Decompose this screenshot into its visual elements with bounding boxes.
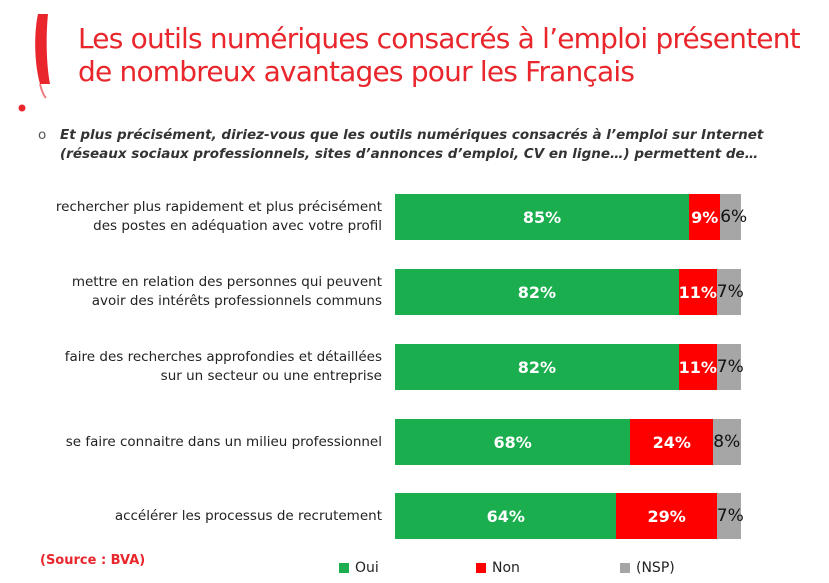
data-label: 64% <box>486 506 525 526</box>
data-label: 82% <box>517 357 556 377</box>
stacked-bar: 82% 11% 7% <box>395 344 744 390</box>
bar-segment-nsp: 7% <box>716 269 744 315</box>
data-label: 9% <box>691 207 719 227</box>
data-label: 6% <box>720 207 748 227</box>
bar-segment-nsp: 8% <box>713 419 741 465</box>
question-body: Et plus précisément, diriez-vous que les… <box>60 127 764 162</box>
category-label-line: des postes en adéquation avec votre prof… <box>93 218 382 234</box>
category-label-line: avoir des intérêts professionnels commun… <box>91 293 382 309</box>
data-label: 11% <box>678 357 717 377</box>
data-label: 7% <box>716 282 744 302</box>
data-label: 68% <box>493 432 532 452</box>
bullet-icon: o <box>38 127 47 143</box>
category-label-line: rechercher plus rapidement et plus préci… <box>55 199 382 215</box>
category-label: accélérer les processus de recrutement <box>20 507 382 526</box>
category-label-line: se faire connaitre dans un milieu profes… <box>65 433 382 450</box>
bar-segment-oui: 64% <box>395 493 617 539</box>
data-label: 8% <box>713 432 741 452</box>
legend-item-nsp: (NSP) <box>620 560 675 576</box>
bar-segment-oui: 85% <box>395 194 690 240</box>
page-title: Les outils numériques consacrés à l’empl… <box>78 22 818 88</box>
category-label-line: sur un secteur ou une entreprise <box>160 368 382 384</box>
bar-segment-non: 11% <box>679 269 717 315</box>
legend-item-non: Non <box>476 560 520 576</box>
data-label: 7% <box>716 357 744 377</box>
legend-swatch-nsp <box>620 563 630 573</box>
legend-label-non: Non <box>492 560 520 576</box>
stacked-bar: 82% 11% 7% <box>395 269 744 315</box>
data-label: 7% <box>716 506 744 526</box>
legend-swatch-oui <box>339 563 349 573</box>
title-line-2: de nombreux avantages pour les Français <box>78 55 635 88</box>
bar-segment-non: 29% <box>616 493 717 539</box>
category-label-line: accélérer les processus de recrutement <box>114 507 382 524</box>
legend-label-nsp: (NSP) <box>636 560 675 576</box>
bar-segment-oui: 82% <box>395 344 679 390</box>
bar-segment-non: 9% <box>689 194 721 240</box>
legend-item-oui: Oui <box>339 560 379 576</box>
data-label: 29% <box>647 506 686 526</box>
question-text: o Et plus précisément, diriez-vous que l… <box>38 126 818 164</box>
stacked-bar: 85% 9% 6% <box>395 194 747 240</box>
category-label: rechercher plus rapidement et plus préci… <box>20 198 382 236</box>
category-label-line: faire des recherches approfondies et dét… <box>64 349 382 365</box>
bar-segment-nsp: 7% <box>716 344 744 390</box>
category-label: mettre en relation des personnes qui peu… <box>20 273 382 311</box>
bar-segment-nsp: 6% <box>720 194 747 240</box>
category-label: se faire connaitre dans un milieu profes… <box>20 433 382 452</box>
category-label-line: mettre en relation des personnes qui peu… <box>71 274 382 290</box>
stacked-bar: 64% 29% 7% <box>395 493 744 539</box>
bar-segment-oui: 82% <box>395 269 679 315</box>
category-label: faire des recherches approfondies et dét… <box>20 348 382 386</box>
source-note: (Source : BVA) <box>40 553 146 568</box>
bar-segment-oui: 68% <box>395 419 631 465</box>
title-line-1: Les outils numériques consacrés à l’empl… <box>78 22 801 55</box>
legend-swatch-non <box>476 563 486 573</box>
data-label: 85% <box>522 207 562 227</box>
data-label: 11% <box>678 282 717 302</box>
stacked-bar: 68% 24% 8% <box>395 419 741 465</box>
data-label: 24% <box>652 432 691 452</box>
bar-segment-non: 11% <box>679 344 717 390</box>
legend-label-oui: Oui <box>355 560 379 576</box>
bar-segment-nsp: 7% <box>716 493 744 539</box>
data-label: 82% <box>517 282 556 302</box>
decorative-swoosh <box>18 14 50 112</box>
bar-segment-non: 24% <box>630 419 714 465</box>
